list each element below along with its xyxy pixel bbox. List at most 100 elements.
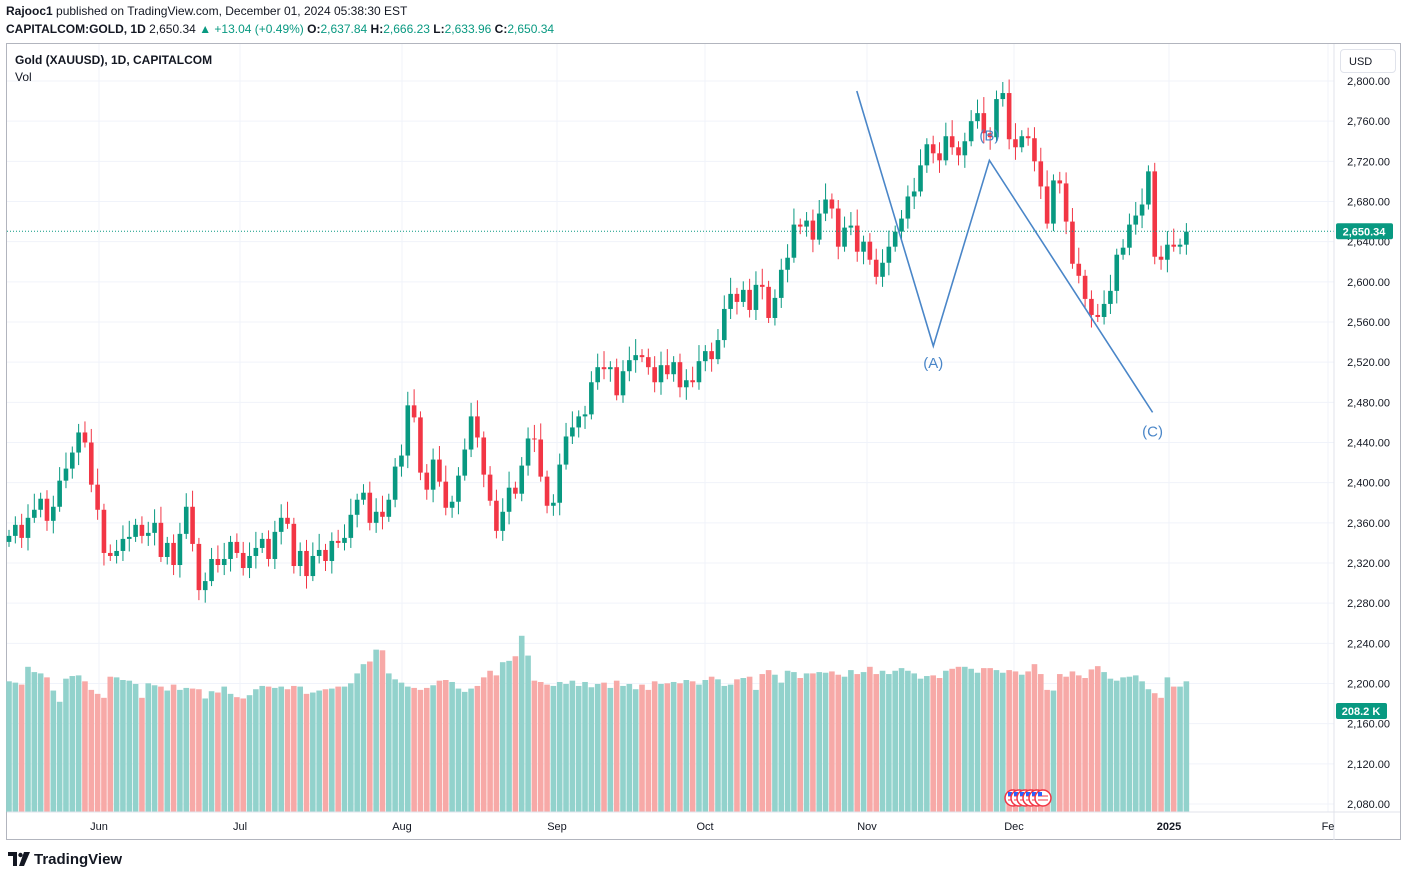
tradingview-footer[interactable]: TradingView [8,849,122,869]
volume-bar [1094,666,1101,812]
volume-bar [886,674,892,812]
volume-bar [1170,686,1177,812]
wave-line [856,90,1154,413]
candle-body [418,417,423,473]
volume-bar [594,683,601,812]
candle-body [171,542,176,566]
volume-bar [461,691,468,812]
candle-body [19,524,24,538]
volume-bar [1151,693,1158,812]
volume-bar [37,673,44,812]
candle-body [1089,298,1094,315]
candle-body [962,141,968,156]
volume-legend: Vol [15,70,32,84]
price-tick-label: 2,240.00 [1347,638,1390,650]
open-label: O: [307,22,321,36]
volume-bar [221,686,228,812]
volume-bar [63,678,69,812]
candle-body [1076,263,1082,276]
price-change: ▲ +13.04 (+0.49%) [199,22,304,36]
event-flags [1004,789,1052,807]
time-tick-label: Sep [547,821,567,833]
candle-body [399,455,404,467]
volume-bar [778,682,785,812]
candle-body [582,414,588,417]
candle-body [373,511,379,523]
volume-bar [905,670,911,812]
volume-bar [367,661,373,812]
volume-bar [563,683,569,812]
volume-bar [677,683,683,812]
candle-body [823,199,828,214]
candle-body [32,509,37,518]
candle-body [316,549,322,556]
candle-body [614,367,619,396]
candle-body [861,241,866,252]
candle-body [1114,254,1120,291]
time-tick-label: 2025 [1157,821,1181,833]
volume-bar [898,668,905,812]
candle-body [285,517,290,524]
candle-body [443,481,449,508]
volume-bar [867,666,873,812]
volume-bar [651,681,658,812]
volume-bar [468,688,474,812]
candle-body [139,524,145,536]
volume-bar [329,688,335,812]
volume-bar [556,681,563,812]
candle-body [500,511,506,531]
time-tick-label: Fe [1322,821,1335,833]
volume-bar [1158,697,1164,812]
price-tick-label: 2,320.00 [1347,558,1390,570]
candle-body [1044,186,1050,224]
candle-body [354,499,360,515]
volume-bar [689,681,696,812]
high-value: 2,666.23 [383,22,430,36]
candle-body [1171,244,1177,247]
candle-body [563,436,569,465]
volume-bar [943,670,949,812]
candle-body [835,208,841,247]
candle-body [164,542,170,557]
volume-bar [613,680,620,812]
price-tick-label: 2,440.00 [1347,438,1390,450]
candle-body [126,536,132,539]
volume-bar [392,679,398,812]
candle-body [1057,180,1063,184]
volume-bar [810,673,816,812]
candle-body [190,506,195,544]
volume-bar [240,698,247,812]
volume-bar [860,672,867,812]
volume-bar [696,684,702,812]
candle-body [342,537,347,543]
volume-bar [848,670,854,812]
candle-body [576,416,581,428]
candle-body [468,416,474,450]
candle-body [1000,93,1006,100]
volume-bar [829,671,835,812]
volume-bar [398,682,405,812]
candle-body [247,555,252,569]
currency-button[interactable]: USD [1340,49,1396,73]
last-price-badge-label: 2,650.34 [1343,226,1387,238]
volume-bar [291,685,297,812]
volume-bar [170,684,177,812]
volume-bar [1012,671,1019,812]
volume-bar [1025,671,1031,812]
volume-bar [620,685,626,812]
candle-body [76,432,81,453]
volume-bar [1000,672,1006,812]
volume-bar [1056,674,1063,812]
candle-body [899,218,904,232]
publish-info: Rajooc1 published on TradingView.com, De… [6,4,407,18]
candle-body [652,367,657,383]
time-tick-label: Jul [233,821,247,833]
high-label: H: [370,22,384,36]
candle-body [13,524,18,536]
volume-bar [158,686,164,812]
candle-body [361,492,366,500]
volume-bar [607,687,614,812]
volume-bar [493,675,500,812]
candle-body [1158,256,1164,260]
